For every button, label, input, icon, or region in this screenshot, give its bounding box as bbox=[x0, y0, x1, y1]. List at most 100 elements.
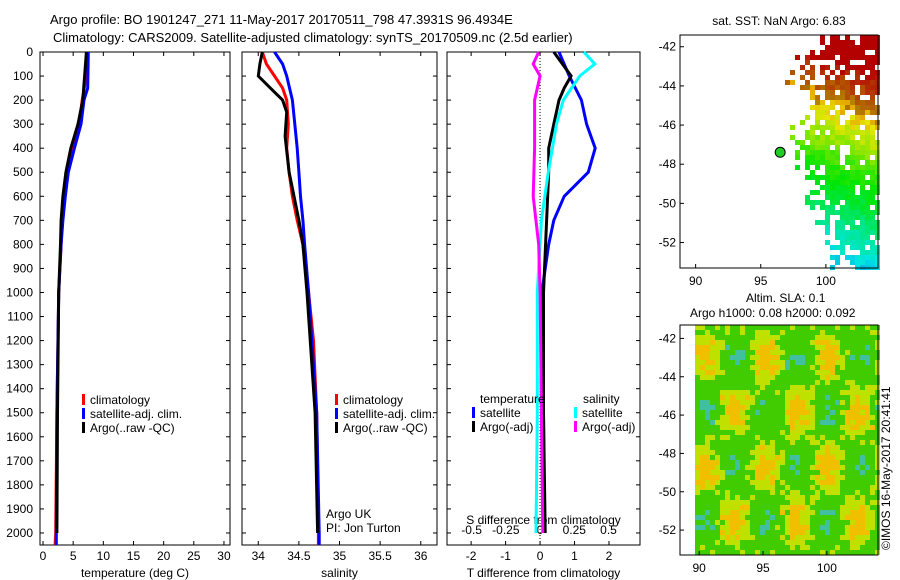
map-cell bbox=[845, 330, 850, 335]
map-cell bbox=[810, 205, 815, 210]
map-cell bbox=[860, 355, 865, 360]
map-cell bbox=[815, 360, 820, 365]
map-cell bbox=[845, 170, 850, 175]
map-cell bbox=[730, 460, 735, 465]
map-cell bbox=[830, 190, 835, 195]
map-cell bbox=[810, 65, 815, 70]
map-cell bbox=[750, 380, 755, 385]
y-tick-label: 700 bbox=[13, 213, 33, 227]
map-cell bbox=[840, 415, 845, 420]
map-cell bbox=[810, 360, 815, 365]
map-cell bbox=[710, 330, 715, 335]
map-cell bbox=[830, 475, 835, 480]
map-cell bbox=[820, 140, 825, 145]
map-cell bbox=[775, 515, 780, 520]
map-cell bbox=[870, 330, 875, 335]
map-cell bbox=[835, 460, 840, 465]
map-cell bbox=[740, 440, 745, 445]
map-cell bbox=[855, 400, 860, 405]
map-cell bbox=[865, 155, 870, 160]
map-cell bbox=[840, 500, 845, 505]
map-y-tick-label: -42 bbox=[659, 331, 677, 345]
map-cell bbox=[845, 140, 850, 145]
map-cell bbox=[845, 415, 850, 420]
map-cell bbox=[795, 455, 800, 460]
map-cell bbox=[820, 545, 825, 550]
map-cell bbox=[810, 365, 815, 370]
map-cell bbox=[865, 40, 870, 45]
map-cell bbox=[830, 495, 835, 500]
map-cell bbox=[805, 200, 810, 205]
map-cell bbox=[760, 400, 765, 405]
map-cell bbox=[800, 545, 805, 550]
map-cell bbox=[695, 475, 700, 480]
map-cell bbox=[760, 410, 765, 415]
map-cell bbox=[730, 535, 735, 540]
map-cell bbox=[815, 95, 820, 100]
y-tick-label: 600 bbox=[13, 189, 33, 203]
map-cell bbox=[770, 345, 775, 350]
x-tick-label: 30 bbox=[217, 549, 231, 563]
map-cell bbox=[865, 190, 870, 195]
map-cell bbox=[750, 370, 755, 375]
map-cell bbox=[835, 155, 840, 160]
map-cell bbox=[860, 220, 865, 225]
map-cell bbox=[870, 460, 875, 465]
map-cell bbox=[870, 195, 875, 200]
map-cell bbox=[725, 520, 730, 525]
map-cell bbox=[840, 210, 845, 215]
map-cell bbox=[870, 170, 875, 175]
map-cell bbox=[860, 45, 865, 50]
map-cell bbox=[825, 450, 830, 455]
map-cell bbox=[855, 230, 860, 235]
map-cell bbox=[860, 390, 865, 395]
map-cell bbox=[715, 400, 720, 405]
map-cell bbox=[760, 550, 765, 555]
map-cell bbox=[775, 465, 780, 470]
map-cell bbox=[805, 365, 810, 370]
map-cell bbox=[840, 395, 845, 400]
map-cell bbox=[730, 345, 735, 350]
map-cell bbox=[810, 95, 815, 100]
map-cell bbox=[735, 550, 740, 555]
map-cell bbox=[835, 485, 840, 490]
map-cell bbox=[845, 550, 850, 555]
map-cell bbox=[805, 195, 810, 200]
map-cell bbox=[705, 340, 710, 345]
map-cell bbox=[870, 400, 875, 405]
map-cell bbox=[755, 370, 760, 375]
map-cell bbox=[870, 535, 875, 540]
map-cell bbox=[825, 350, 830, 355]
map-cell bbox=[695, 375, 700, 380]
map-cell bbox=[845, 190, 850, 195]
map-cell bbox=[790, 495, 795, 500]
map-cell bbox=[865, 120, 870, 125]
y-tick-label: 100 bbox=[13, 69, 33, 83]
map-cell bbox=[840, 400, 845, 405]
map-cell bbox=[800, 330, 805, 335]
map-cell bbox=[760, 445, 765, 450]
map-cell bbox=[695, 330, 700, 335]
map-cell bbox=[720, 465, 725, 470]
map-cell bbox=[785, 455, 790, 460]
map-cell bbox=[845, 325, 850, 330]
map-cell bbox=[830, 155, 835, 160]
y-tick-label: 0 bbox=[26, 45, 33, 59]
map-cell bbox=[720, 385, 725, 390]
map-cell bbox=[845, 345, 850, 350]
map-cell bbox=[855, 505, 860, 510]
x-tick-label: 5 bbox=[70, 549, 77, 563]
map-cell bbox=[695, 525, 700, 530]
map-cell bbox=[780, 415, 785, 420]
map-cell bbox=[840, 235, 845, 240]
map-cell bbox=[745, 470, 750, 475]
map-cell bbox=[870, 495, 875, 500]
map-cell bbox=[810, 505, 815, 510]
map-cell bbox=[810, 125, 815, 130]
map-cell bbox=[865, 130, 870, 135]
map-cell bbox=[860, 35, 865, 40]
map-cell bbox=[815, 365, 820, 370]
map-3-cells bbox=[785, 35, 880, 270]
map-cell bbox=[825, 145, 830, 150]
map-cell bbox=[805, 530, 810, 535]
